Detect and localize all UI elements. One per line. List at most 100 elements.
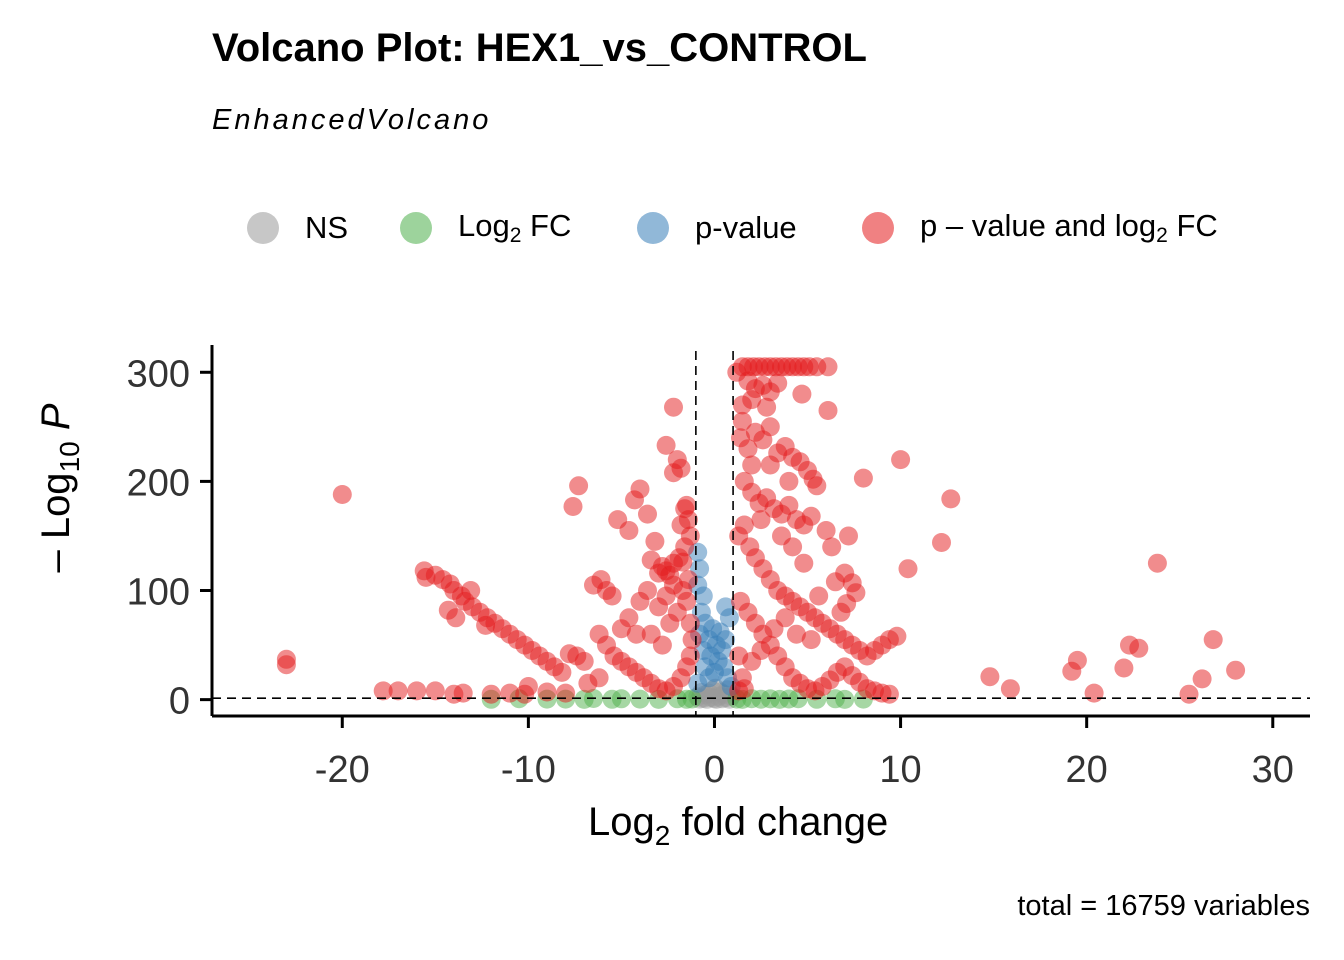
point-s3-37	[537, 682, 557, 702]
point-s3-227	[853, 468, 873, 488]
point-s3-97	[626, 624, 646, 644]
point-s3-52	[630, 479, 650, 499]
chart-caption: total = 16759 variables	[1017, 890, 1310, 922]
point-s3-244	[1226, 660, 1246, 680]
point-s3-122	[818, 357, 838, 377]
point-s3-156	[822, 537, 842, 557]
point-s3-33	[453, 683, 473, 703]
point-s3-1	[276, 655, 296, 675]
chart-subtitle: EnhancedVolcano	[212, 104, 492, 136]
x-tick-label-30: 30	[1252, 749, 1294, 791]
point-s3-96	[669, 548, 689, 568]
point-s2-23	[703, 619, 723, 639]
point-s3-68	[664, 397, 683, 417]
point-s2-20	[688, 673, 708, 693]
points-layer	[276, 357, 1246, 709]
point-s3-84	[680, 613, 700, 633]
point-s3-42	[574, 651, 594, 671]
point-s3-39	[518, 677, 538, 696]
point-s3-105	[611, 619, 631, 639]
point-s3-211	[729, 681, 749, 701]
point-s3-223	[742, 455, 762, 475]
point-s3-240	[1147, 553, 1167, 573]
point-s3-2	[332, 485, 352, 504]
point-s3-130	[732, 395, 752, 415]
point-s3-144	[807, 476, 827, 496]
point-s3-102	[673, 581, 693, 600]
point-s3-237	[1114, 658, 1134, 678]
chart-title: Volcano Plot: HEX1_vs_CONTROL	[212, 26, 867, 70]
point-s3-224	[732, 411, 752, 431]
point-s3-26	[552, 662, 572, 682]
legend-item-fc: Log2 FC	[400, 206, 571, 250]
legend-pvalue-label: p-value	[695, 210, 797, 245]
point-s3-129	[757, 397, 777, 417]
point-s3-53	[638, 504, 657, 524]
point-s2-24	[716, 597, 736, 617]
legend-fc-label: Log2 FC	[458, 208, 572, 247]
point-s2-3	[693, 586, 713, 606]
legend-item-ns: NS	[247, 206, 348, 250]
legend-ns-label: NS	[305, 210, 349, 245]
point-s3-151	[779, 495, 799, 515]
point-s3-101	[667, 602, 687, 622]
point-s3-4	[388, 681, 408, 701]
point-s3-127	[768, 373, 788, 393]
point-s3-233	[1000, 679, 1020, 699]
point-s3-83	[682, 630, 702, 650]
point-s3-155	[816, 521, 836, 540]
point-s3-48	[602, 586, 622, 606]
point-s3-236	[1084, 683, 1104, 703]
point-s3-31	[425, 681, 445, 701]
point-s3-154	[801, 506, 821, 526]
point-s3-201	[879, 684, 899, 704]
legend-pfc-label: p – value and log2 FC	[920, 208, 1218, 247]
point-s3-137	[760, 417, 780, 437]
point-s1-20	[835, 689, 855, 709]
point-s3-157	[839, 526, 858, 546]
point-s3-235	[1067, 650, 1087, 670]
point-s3-222	[751, 510, 771, 530]
point-s3-231	[941, 489, 961, 509]
point-s3-232	[980, 667, 1000, 687]
point-s3-218	[809, 586, 829, 606]
x-tick-label-20: 20	[1066, 749, 1108, 791]
point-s3-132	[818, 401, 838, 420]
legend-fc-marker	[400, 212, 432, 244]
y-tick-label-200: 200	[127, 462, 190, 504]
point-s3-3	[373, 681, 393, 701]
x-tick-label--10: -10	[501, 749, 556, 791]
point-s3-30	[446, 608, 466, 628]
point-s3-88	[680, 526, 700, 546]
point-s1-5	[630, 689, 650, 709]
point-s3-134	[738, 439, 758, 459]
point-s3-239	[1129, 638, 1149, 658]
x-tick-label--20: -20	[315, 749, 370, 791]
point-s3-207	[831, 602, 851, 622]
point-s3-226	[779, 471, 799, 491]
point-s3-215	[775, 608, 795, 628]
point-s2-22	[706, 635, 726, 655]
legend-item-pvalue: p-value	[637, 206, 797, 250]
point-s3-230	[932, 533, 951, 552]
legend-item-pfc: p – value and log2 FC	[862, 206, 1218, 250]
point-s3-225	[760, 455, 780, 475]
point-s3-228	[891, 450, 911, 470]
point-s3-243	[1203, 630, 1223, 650]
point-s3-92	[638, 581, 657, 600]
legend-ns-marker	[247, 212, 279, 244]
point-s3-34	[481, 684, 501, 704]
point-s3-5	[407, 681, 427, 701]
legend-pfc-marker	[862, 212, 894, 244]
legend-pvalue-marker	[637, 212, 669, 244]
point-s3-28	[461, 581, 481, 600]
point-s3-242	[1192, 669, 1212, 689]
y-tick-label-300: 300	[127, 353, 190, 395]
x-axis-label: Log2 fold change	[588, 800, 889, 851]
x-tick-label-10: 10	[879, 749, 921, 791]
point-s3-221	[772, 526, 791, 546]
point-s3-213	[751, 641, 771, 660]
point-s3-216	[786, 624, 806, 644]
